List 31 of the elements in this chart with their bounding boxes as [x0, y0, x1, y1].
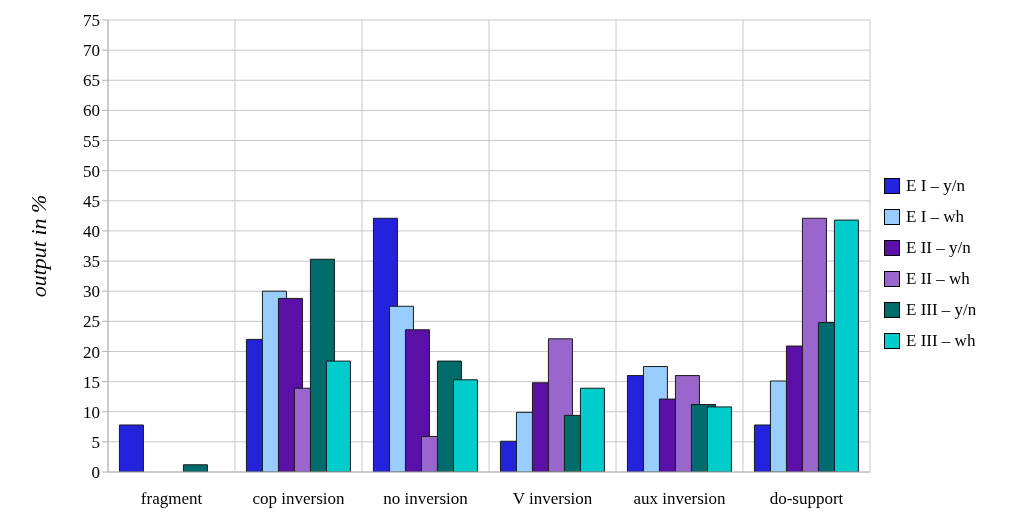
- y-tick-label: 5: [91, 432, 100, 452]
- bar: [118, 424, 144, 472]
- y-tick-label: 35: [83, 252, 100, 272]
- legend-label: E III – wh: [906, 330, 976, 351]
- x-tick-label: no inversion: [383, 489, 469, 509]
- legend-label: E I – wh: [906, 206, 965, 227]
- legend-label: E II – y/n: [906, 237, 971, 258]
- y-tick-label: 65: [83, 71, 100, 91]
- x-tick-label: V inversion: [512, 489, 593, 509]
- y-tick-label: 45: [83, 191, 100, 211]
- y-tick-label: 10: [83, 402, 100, 422]
- y-tick-label: 15: [83, 372, 100, 392]
- legend-label: E III – y/n: [906, 299, 977, 320]
- bar: [182, 464, 208, 472]
- y-tick-label: 75: [83, 11, 100, 31]
- x-tick-label: aux inversion: [633, 489, 727, 509]
- y-tick-label: 30: [83, 282, 100, 302]
- x-tick-label: do-support: [769, 489, 844, 509]
- x-tick-label: fragment: [140, 489, 203, 509]
- x-tick-label: cop inversion: [252, 489, 346, 509]
- y-tick-label: 40: [83, 221, 100, 241]
- y-tick-label: 60: [83, 101, 100, 121]
- y-tick-label: 20: [83, 342, 100, 362]
- y-tick-label: 0: [91, 463, 100, 483]
- y-tick-label: 55: [83, 131, 100, 151]
- y-tick-label: 50: [83, 161, 100, 181]
- legend-label: E I – y/n: [906, 175, 966, 196]
- y-axis-title: output in %: [25, 194, 51, 298]
- legend-label: E II – wh: [906, 268, 970, 289]
- y-tick-label: 25: [83, 312, 100, 332]
- y-tick-label: 70: [83, 41, 100, 61]
